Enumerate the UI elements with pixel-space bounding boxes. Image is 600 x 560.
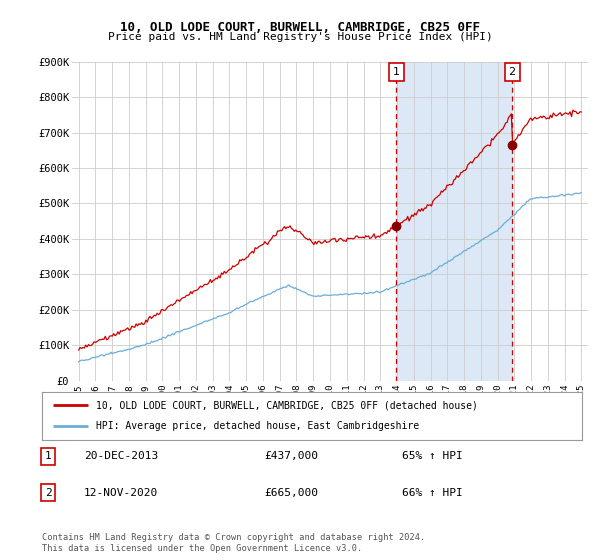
Text: Price paid vs. HM Land Registry's House Price Index (HPI): Price paid vs. HM Land Registry's House …: [107, 32, 493, 43]
Text: £437,000: £437,000: [264, 451, 318, 461]
Text: Contains HM Land Registry data © Crown copyright and database right 2024.
This d: Contains HM Land Registry data © Crown c…: [42, 533, 425, 553]
Bar: [397, 62, 512, 381]
Text: 20-DEC-2013: 20-DEC-2013: [84, 451, 158, 461]
Text: HPI: Average price, detached house, East Cambridgeshire: HPI: Average price, detached house, East…: [96, 421, 419, 431]
Text: 10, OLD LODE COURT, BURWELL, CAMBRIDGE, CB25 0FF (detached house): 10, OLD LODE COURT, BURWELL, CAMBRIDGE, …: [96, 400, 478, 410]
Text: 10, OLD LODE COURT, BURWELL, CAMBRIDGE, CB25 0FF: 10, OLD LODE COURT, BURWELL, CAMBRIDGE, …: [120, 21, 480, 34]
Text: 65% ↑ HPI: 65% ↑ HPI: [402, 451, 463, 461]
Text: 12-NOV-2020: 12-NOV-2020: [84, 488, 158, 498]
Text: 1: 1: [393, 67, 400, 77]
Text: 66% ↑ HPI: 66% ↑ HPI: [402, 488, 463, 498]
Text: 1: 1: [44, 451, 52, 461]
Text: 2: 2: [44, 488, 52, 498]
Text: £665,000: £665,000: [264, 488, 318, 498]
Text: 2: 2: [509, 67, 515, 77]
